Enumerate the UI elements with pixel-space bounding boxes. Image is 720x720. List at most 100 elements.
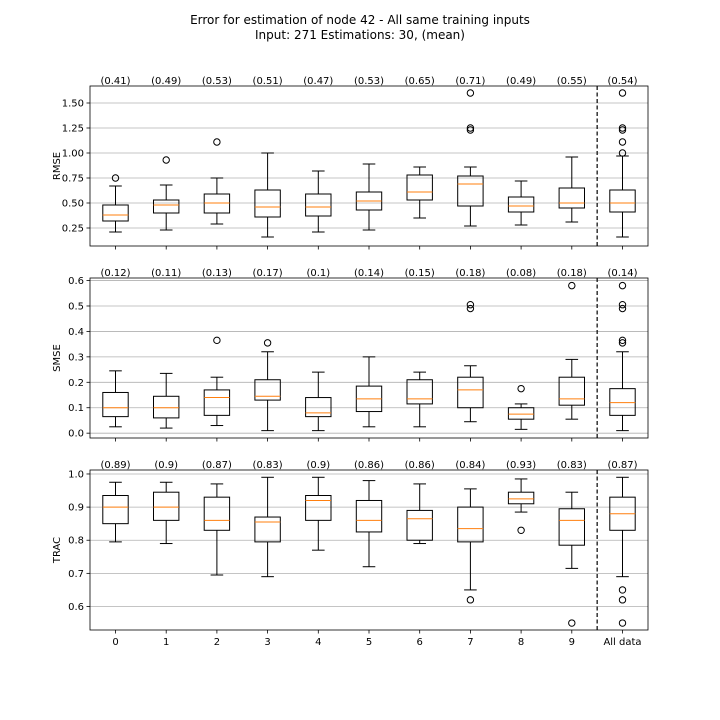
smse-mean-label: (0.14) xyxy=(354,268,384,279)
smse-outlier xyxy=(466,304,475,313)
trac-box-1 xyxy=(153,491,180,521)
trac-mean-label: (0.93) xyxy=(506,460,536,471)
trac-ytick-label: 0.8 xyxy=(68,536,84,547)
rmse-mean-label: (0.55) xyxy=(557,76,587,87)
x-tick-label: 1 xyxy=(163,637,169,648)
rmse-mean-label: (0.47) xyxy=(303,76,333,87)
rmse-outlier xyxy=(618,124,627,132)
rmse-axes-frame xyxy=(89,85,649,247)
smse-mean-label: (0.08) xyxy=(506,268,536,279)
smse-mean-label: (0.18) xyxy=(557,268,587,279)
trac-axes-frame xyxy=(89,469,649,631)
smse-ytick-label: 0.3 xyxy=(68,352,84,363)
trac-outlier xyxy=(618,596,627,604)
smse-ytick-label: 0.6 xyxy=(68,276,84,287)
trac-ytick-label: 0.9 xyxy=(68,503,84,514)
smse-box-8 xyxy=(507,407,535,420)
smse-box-0 xyxy=(102,391,129,418)
trac-box-6 xyxy=(406,509,433,541)
smse-ytick-label: 0.1 xyxy=(68,403,84,414)
trac-ytick-label: 0.6 xyxy=(68,602,84,613)
x-tick-label: 7 xyxy=(467,637,473,648)
smse-box-2 xyxy=(203,389,231,416)
x-tick-label: 9 xyxy=(569,637,575,648)
smse-mean-label: (0.12) xyxy=(100,268,130,279)
rmse-ytick-label: 0.25 xyxy=(62,224,84,235)
x-tick-label: 2 xyxy=(214,637,220,648)
trac-box-4 xyxy=(305,495,332,521)
smse-outlier xyxy=(466,301,475,309)
smse-outlier xyxy=(618,301,627,309)
trac-box-8 xyxy=(507,491,535,505)
smse-box-9 xyxy=(558,376,585,406)
smse-outlier xyxy=(568,281,576,290)
smse-axes-frame xyxy=(89,277,649,439)
smse-mean-label: (0.18) xyxy=(455,268,485,279)
rmse-box-4 xyxy=(305,193,332,217)
rmse-y-axis-label: RMSE xyxy=(52,152,63,180)
smse-outlier xyxy=(263,339,272,347)
rmse-outlier xyxy=(466,126,475,134)
trac-y-axis-label: TRAC xyxy=(52,537,63,564)
rmse-mean-label: (0.49) xyxy=(506,76,536,87)
smse-box-4 xyxy=(305,397,332,418)
smse-mean-label: (0.1) xyxy=(306,268,330,279)
smse-outlier xyxy=(618,281,627,290)
smse-outlier xyxy=(618,304,627,313)
rmse-outlier xyxy=(466,124,475,132)
smse-ytick-label: 0.0 xyxy=(68,429,84,440)
rmse-outlier xyxy=(111,174,120,182)
trac-mean-label: (0.89) xyxy=(100,460,130,471)
smse-box-1 xyxy=(153,395,180,419)
trac-mean-label: (0.86) xyxy=(354,460,384,471)
smse-y-axis-label: SMSE xyxy=(52,344,63,372)
rmse-outlier xyxy=(618,138,627,146)
x-tick-label: 0 xyxy=(112,637,118,648)
x-tick-label: 8 xyxy=(518,637,524,648)
rmse-outlier xyxy=(618,149,627,157)
trac-box-0 xyxy=(102,495,129,525)
rmse-ytick-label: 0.50 xyxy=(62,199,84,210)
rmse-ytick-label: 1.25 xyxy=(62,124,84,135)
chart-title-line-2: Input: 271 Estimations: 30, (mean) xyxy=(255,28,465,42)
smse-outlier xyxy=(618,339,627,347)
smse-mean-label: (0.13) xyxy=(202,268,232,279)
trac-outlier xyxy=(618,586,627,594)
rmse-mean-label: (0.65) xyxy=(405,76,435,87)
x-tick-label: 6 xyxy=(417,637,423,648)
smse-outlier xyxy=(213,336,221,345)
trac-mean-label: (0.83) xyxy=(557,460,587,471)
rmse-mean-label: (0.51) xyxy=(253,76,283,87)
trac-box-5 xyxy=(355,499,383,533)
smse-mean-label: (0.17) xyxy=(253,268,283,279)
rmse-ytick-label: 1.50 xyxy=(62,99,84,110)
smse-outlier xyxy=(618,336,627,345)
rmse-box-10 xyxy=(609,189,636,213)
trac-outlier xyxy=(618,619,627,627)
x-tick-label: 4 xyxy=(315,637,321,648)
rmse-ytick-label: 1.00 xyxy=(62,149,84,160)
trac-mean-label: (0.86) xyxy=(405,460,435,471)
smse-ytick-label: 0.2 xyxy=(68,378,84,389)
rmse-mean-label: (0.53) xyxy=(202,76,232,87)
trac-outlier xyxy=(568,619,576,627)
rmse-box-1 xyxy=(153,199,180,214)
smse-box-10 xyxy=(609,388,636,416)
rmse-outlier xyxy=(213,138,221,146)
rmse-box-3 xyxy=(254,189,281,218)
trac-mean-label: (0.83) xyxy=(253,460,283,471)
rmse-mean-label: (0.41) xyxy=(100,76,130,87)
smse-box-7 xyxy=(457,376,484,409)
rmse-ytick-label: 0.75 xyxy=(62,174,84,185)
x-tick-label: 5 xyxy=(366,637,372,648)
rmse-mean-label: (0.49) xyxy=(151,76,181,87)
rmse-outlier xyxy=(162,156,170,164)
smse-ytick-label: 0.5 xyxy=(68,301,84,312)
trac-mean-label: (0.9) xyxy=(306,460,330,471)
trac-mean-label: (0.84) xyxy=(455,460,485,471)
rmse-box-9 xyxy=(558,187,585,209)
x-tick-label: All data xyxy=(603,637,641,648)
smse-mean-label: (0.11) xyxy=(151,268,181,279)
smse-box-6 xyxy=(406,379,433,405)
